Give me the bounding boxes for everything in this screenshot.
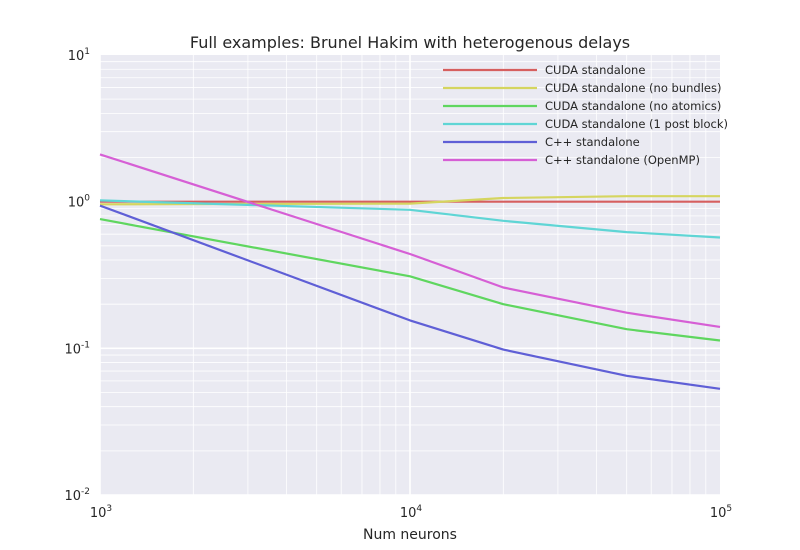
series-line-4 <box>99 199 721 239</box>
y-tick-label: 10-1 <box>64 340 90 357</box>
legend-label: CUDA standalone (1 post block) <box>545 117 728 131</box>
series-lines <box>99 153 721 390</box>
legend-label: C++ standalone <box>545 135 640 149</box>
y-tick-label: 101 <box>68 47 90 64</box>
legend-label: CUDA standalone (no bundles) <box>545 81 721 95</box>
series-line-5 <box>99 204 721 390</box>
series-line-2 <box>99 195 720 206</box>
y-tick-label: 100 <box>68 194 91 211</box>
x-axis-label: Num neurons <box>363 527 457 543</box>
legend-label: CUDA standalone <box>545 63 645 77</box>
x-tick-label: 104 <box>400 504 423 521</box>
legend-label: C++ standalone (OpenMP) <box>545 153 700 167</box>
legend: CUDA standalone CUDA standalone (no bundl… <box>443 63 728 167</box>
x-tick-label: 105 <box>710 504 732 521</box>
grid <box>99 55 720 496</box>
y-tick-label: 10-2 <box>64 487 90 504</box>
x-tick-label: 103 <box>90 504 112 521</box>
legend-label: CUDA standalone (no atomics) <box>545 99 721 113</box>
series-line-3 <box>99 218 721 342</box>
x-tick-labels: 103 104 105 <box>90 504 732 521</box>
y-tick-labels: 10-2 10-1 100 101 <box>64 47 90 504</box>
series-line-6 <box>99 153 721 328</box>
chart-title: Full examples: Brunel Hakim with heterog… <box>190 33 630 52</box>
